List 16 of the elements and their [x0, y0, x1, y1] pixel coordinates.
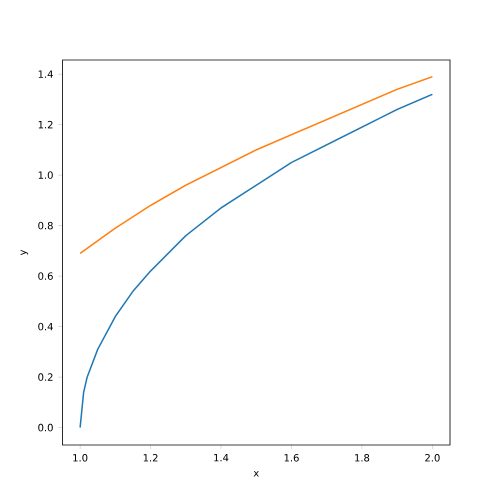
x-axis-title: x [254, 471, 259, 477]
x-tick-label: 1.8 [355, 454, 370, 462]
x-tick-label: 2.0 [425, 454, 440, 462]
y-tick-label: 1.4 [38, 70, 53, 78]
x-tick-label: 1.4 [214, 454, 228, 462]
y-axis-title: y [20, 250, 28, 256]
y-tick-label: 0.6 [38, 272, 53, 280]
y-tick-label: 1.2 [38, 120, 52, 128]
y-tick-label: 0.4 [38, 322, 53, 330]
x-tick-label: 1.0 [73, 454, 88, 462]
y-tick-label: 1.0 [38, 171, 53, 179]
y-tick-label: 0.8 [38, 222, 53, 230]
y-tick-label: 0.0 [38, 424, 53, 432]
x-tick-label: 1.6 [284, 454, 299, 462]
y-tick-label: 0.2 [38, 373, 52, 381]
x-tick-label: 1.2 [144, 454, 158, 462]
